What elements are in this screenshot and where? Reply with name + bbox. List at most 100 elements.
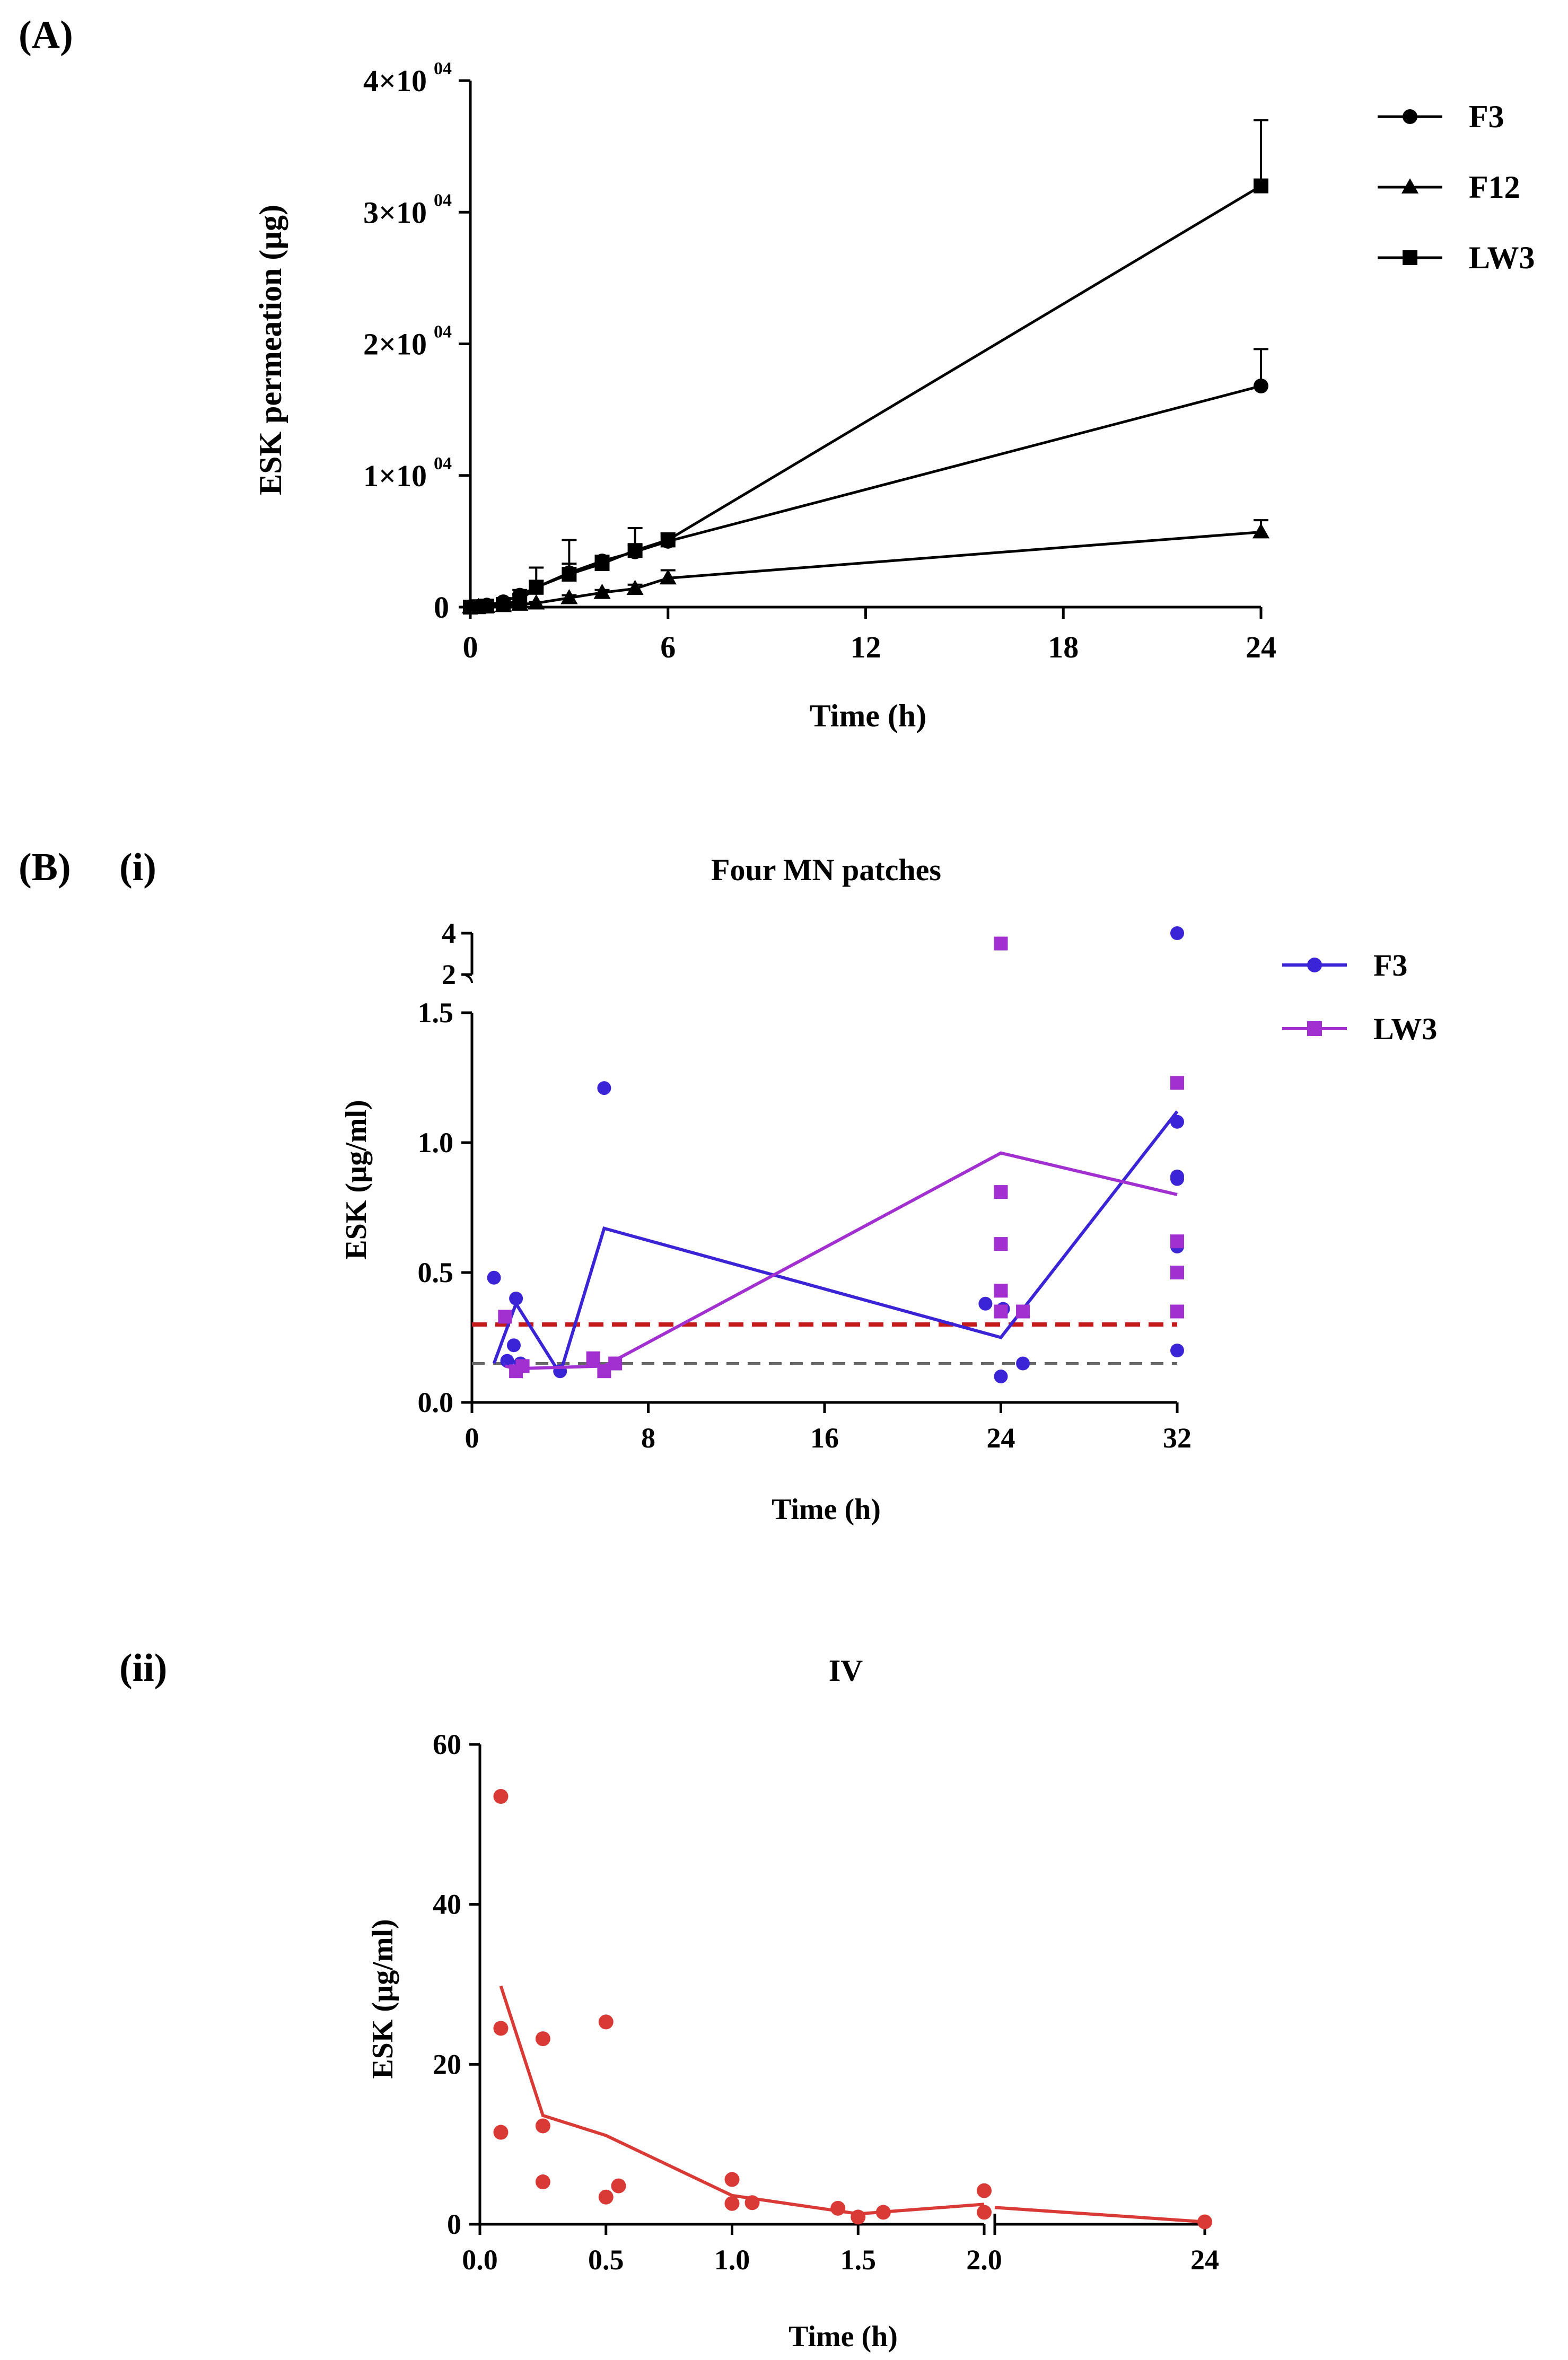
data-point-IV	[493, 1789, 509, 1804]
data-point-IV	[830, 2200, 846, 2216]
y-tick-label: 1×10	[363, 459, 427, 493]
y-tick-label: 0.5	[418, 1257, 454, 1288]
panel-bi-label: (i)	[119, 846, 156, 889]
data-point-IV	[493, 2125, 509, 2140]
legend-label-F3: F3	[1469, 99, 1504, 134]
x-tick-label: 16	[810, 1422, 839, 1454]
x-tick-label: 24	[987, 1422, 1015, 1454]
x-tick-label: 6	[660, 630, 676, 664]
y-tick-label: 2×10	[363, 327, 427, 362]
data-point-LW3	[512, 593, 528, 608]
data-point-IV	[493, 2021, 509, 2036]
y-tick-label: 60	[433, 1729, 461, 1760]
data-point-LW3	[1170, 1076, 1184, 1090]
data-point-F12	[528, 594, 545, 610]
legend-marker-F12	[1401, 178, 1419, 194]
data-point-IV	[611, 2178, 626, 2194]
break-y-tick-label: 4	[442, 917, 456, 949]
chart-b-i: Four MN patches 0 8 16 24 320.00.51.01.524 T…	[340, 853, 1437, 1526]
data-point-LW3	[529, 580, 544, 595]
y-tick-label: 20	[433, 2048, 461, 2080]
chart-a: 0 6 12 18 24 0 1×10 04 2×10 04 3×10 04 4×10 04 Time (…	[253, 59, 1535, 733]
data-point-LW3	[594, 556, 610, 572]
x-tick-label: 12	[851, 630, 881, 664]
data-point-LW3	[1170, 1266, 1184, 1279]
data-point-F3	[978, 1296, 993, 1311]
legend-label-F3: F3	[1373, 948, 1407, 982]
series-line-F3	[470, 384, 1262, 609]
panel-a-label: (A)	[19, 13, 73, 57]
data-point-IV	[1197, 2214, 1212, 2230]
series-line-F12	[470, 531, 1262, 609]
y-tick-label: 0	[447, 2208, 461, 2240]
data-point-F3	[1170, 1115, 1184, 1129]
y-tick-label: 1.0	[418, 1127, 454, 1159]
x-tick-label: 1.0	[714, 2244, 750, 2276]
data-point-LW3	[1016, 1304, 1030, 1319]
chart-a-legend: F3 F12 LW3	[1378, 99, 1535, 275]
legend-label-F12: F12	[1469, 170, 1520, 205]
x-tick-label: 24	[1190, 2244, 1219, 2276]
mean-line-IV-tail	[994, 2206, 1205, 2224]
x-tick-label: 18	[1048, 630, 1079, 664]
chart-b-ii: IV 0.0 0.5 1.0 1.5 2.0 24 0 20 40 60 Time (h) ESK…	[366, 1653, 1219, 2353]
data-point-LW3	[1254, 178, 1268, 194]
data-point-IV	[535, 2118, 550, 2134]
chart-b-ii-title: IV	[829, 1653, 863, 1688]
data-point-break-LW3	[994, 936, 1008, 951]
chart-b-ii-y-label: ESK (µg/ml)	[366, 1919, 399, 2078]
data-point-LW3	[562, 566, 577, 582]
y-tick-label: 0	[434, 590, 449, 625]
data-point-LW3	[994, 1284, 1008, 1298]
chart-b-i-legend: F3 LW3	[1282, 948, 1437, 1046]
data-point-F3	[487, 1270, 501, 1285]
data-point-LW3	[994, 1185, 1008, 1199]
panel-b-label: (B)	[19, 846, 71, 889]
data-point-F12	[626, 580, 644, 595]
legend-marker-LW3	[1403, 250, 1417, 265]
data-point-F12	[593, 583, 611, 599]
data-point-LW3	[994, 1237, 1008, 1251]
data-point-LW3	[627, 543, 643, 558]
data-point-F3	[506, 1338, 521, 1353]
data-point-LW3	[608, 1356, 623, 1371]
data-point-IV	[977, 2205, 992, 2220]
data-point-IV	[851, 2209, 866, 2225]
chart-b-i-title: Four MN patches	[711, 853, 941, 887]
x-tick-label: 8	[641, 1422, 655, 1454]
x-tick-label: 0	[463, 630, 478, 664]
data-point-LW3	[515, 1359, 530, 1373]
x-tick-label: 24	[1246, 630, 1276, 664]
data-point-F3	[1254, 378, 1268, 393]
data-point-IV	[977, 2183, 992, 2198]
break-y-tick-label: 2	[442, 959, 456, 990]
panel-bii-label: (ii)	[119, 1646, 167, 1690]
x-tick-label: 0.5	[588, 2244, 624, 2276]
data-point-F3	[994, 1370, 1008, 1383]
mean-line-LW3	[504, 1151, 1178, 1371]
y-tick-exponent: 04	[434, 322, 452, 342]
data-point-F3	[597, 1081, 611, 1095]
chart-a-y-label: ESK permeation (µg)	[253, 205, 288, 495]
data-point-IV	[535, 2031, 550, 2047]
data-point-IV	[744, 2195, 760, 2210]
legend-marker-F3	[1307, 958, 1322, 972]
data-point-LW3	[1170, 1304, 1184, 1319]
data-point-F12	[659, 569, 677, 585]
y-tick-label: 3×10	[363, 195, 427, 230]
data-point-F3	[1170, 1172, 1184, 1186]
chart-b-i-y-label: ESK (µg/ml)	[340, 1100, 373, 1259]
y-tick-exponent: 04	[434, 190, 452, 210]
data-point-LW3	[1170, 1234, 1184, 1249]
mean-line-F3	[492, 1110, 1179, 1378]
x-tick-label: 0	[465, 1422, 479, 1454]
y-tick-label: 4×10	[363, 64, 427, 98]
x-tick-label: 32	[1163, 1422, 1192, 1454]
chart-b-i-x-label: Time (h)	[772, 1493, 881, 1526]
data-point-F3	[500, 1354, 514, 1368]
y-tick-label: 1.5	[418, 997, 454, 1029]
legend-marker-F3	[1403, 109, 1417, 124]
data-point-F12	[560, 589, 578, 604]
chart-a-x-label: Time (h)	[810, 698, 927, 733]
series-line-LW3	[470, 185, 1262, 609]
